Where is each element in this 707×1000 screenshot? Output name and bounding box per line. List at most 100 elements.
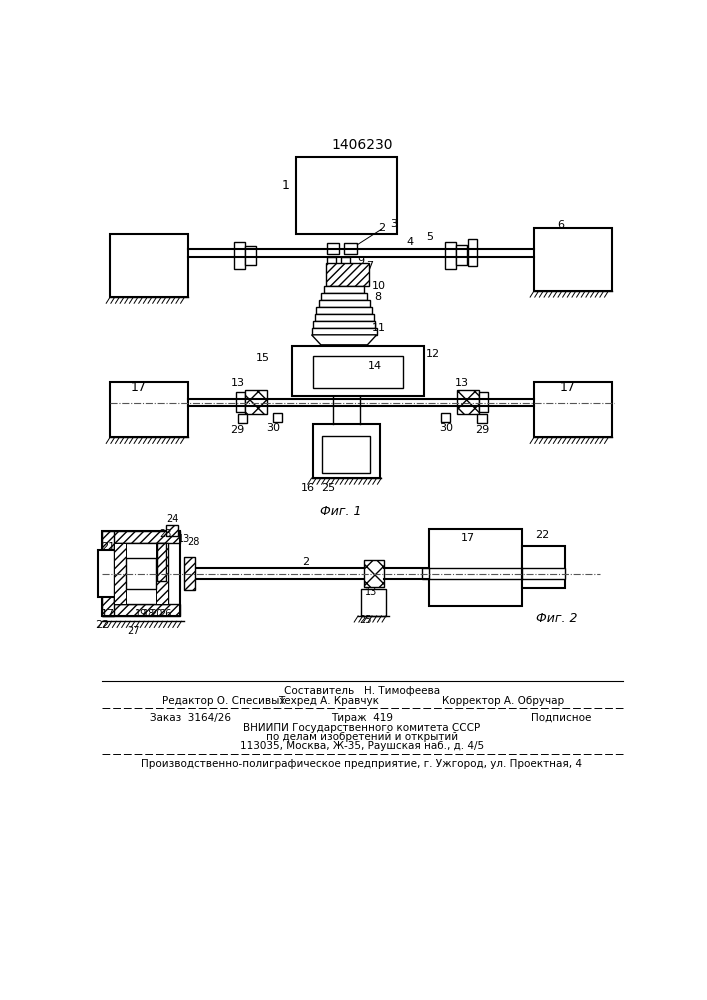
Text: Редактор О. Спесивых: Редактор О. Спесивых [162,696,286,706]
Text: 13: 13 [177,534,189,544]
Bar [522,568,565,579]
Bar [479,392,489,412]
Bar [445,242,456,269]
Bar [238,414,247,423]
Bar [313,424,380,478]
Bar [312,328,377,335]
Bar [327,257,337,265]
Bar [103,531,180,616]
Bar [166,525,178,536]
Bar [127,558,156,589]
Text: 4: 4 [407,237,414,247]
Text: 8: 8 [374,292,381,302]
Bar [316,307,372,314]
Text: 19: 19 [135,609,147,619]
Text: 26: 26 [160,609,172,619]
Text: по делам изобретений и открытий: по делам изобретений и открытий [266,732,458,742]
Text: 17: 17 [131,381,146,394]
Text: Фиг. 1: Фиг. 1 [320,505,361,518]
Text: 13: 13 [231,378,245,388]
Bar [292,346,424,396]
Text: 1: 1 [282,179,290,192]
Text: Фиг. 2: Фиг. 2 [537,612,578,625]
Bar [234,242,245,269]
Text: 25: 25 [360,615,372,625]
Text: 13: 13 [455,378,469,388]
Text: 17: 17 [559,381,575,394]
Text: 29: 29 [230,425,245,435]
Text: 15: 15 [256,353,270,363]
Text: 16: 16 [300,483,315,493]
Bar [468,239,477,266]
Bar [114,543,168,604]
Bar [534,228,612,291]
Text: 29: 29 [475,425,489,435]
Bar [273,413,282,422]
Bar [421,568,429,579]
Bar [313,321,375,328]
Text: 30: 30 [266,423,280,433]
Text: 10: 10 [372,281,386,291]
Bar [344,243,356,254]
Bar [193,568,368,579]
Bar [103,531,180,543]
Text: 5: 5 [426,232,433,242]
Bar [341,257,351,265]
Bar [98,550,115,597]
Text: Составитель   Н. Тимофеева: Составитель Н. Тимофеева [284,686,440,696]
Text: 21: 21 [100,542,115,552]
Text: 22: 22 [95,620,110,630]
Text: 27: 27 [127,626,139,636]
Bar [324,286,364,293]
Bar [184,557,194,590]
Text: Подписное: Подписное [531,713,591,723]
Bar [429,529,522,606]
Polygon shape [312,335,377,345]
Text: 11: 11 [372,323,386,333]
Text: Производственно-полиграфическое предприятие, г. Ужгород, ул. Проектная, 4: Производственно-полиграфическое предприя… [141,759,583,769]
Text: Корректор А. Обручар: Корректор А. Обручар [442,696,564,706]
Bar [522,546,565,588]
Text: Тираж  419: Тираж 419 [331,713,393,723]
Bar [319,300,370,307]
Bar [235,392,245,412]
Bar [156,543,166,581]
Bar [114,543,127,604]
Bar [321,293,368,300]
Bar [296,157,397,234]
Bar [457,389,479,414]
Bar [327,243,339,254]
Bar [110,382,187,437]
Bar [315,314,373,321]
Bar [456,245,467,265]
Text: 18: 18 [143,609,155,619]
Bar [156,543,168,604]
Bar [477,414,486,423]
Bar [103,531,114,616]
Text: 7: 7 [366,261,373,271]
Text: Заказ  3164/26: Заказ 3164/26 [151,713,231,723]
Text: 113035, Москва, Ж-35, Раушская наб., д. 4/5: 113035, Москва, Ж-35, Раушская наб., д. … [240,741,484,751]
Text: 17: 17 [100,609,115,619]
Text: 30: 30 [440,423,453,433]
Text: 3: 3 [390,219,397,229]
Text: 14: 14 [368,361,382,371]
Bar [325,263,369,286]
Text: 20: 20 [151,609,163,619]
Text: 23: 23 [160,529,172,539]
Bar [245,246,256,265]
Text: 6: 6 [558,220,565,230]
Text: 13: 13 [365,587,378,597]
Bar [103,604,180,616]
Text: 17: 17 [461,533,475,543]
Text: ВНИИПИ Государственного комитета СССР: ВНИИПИ Государственного комитета СССР [243,723,481,733]
Text: 25: 25 [322,483,336,493]
Bar [322,436,370,473]
Bar [441,413,450,422]
Text: 28: 28 [187,537,200,547]
Bar [363,560,384,587]
Text: 2: 2 [378,223,385,233]
Bar [110,234,187,297]
Bar [313,356,403,388]
Text: 12: 12 [426,349,440,359]
